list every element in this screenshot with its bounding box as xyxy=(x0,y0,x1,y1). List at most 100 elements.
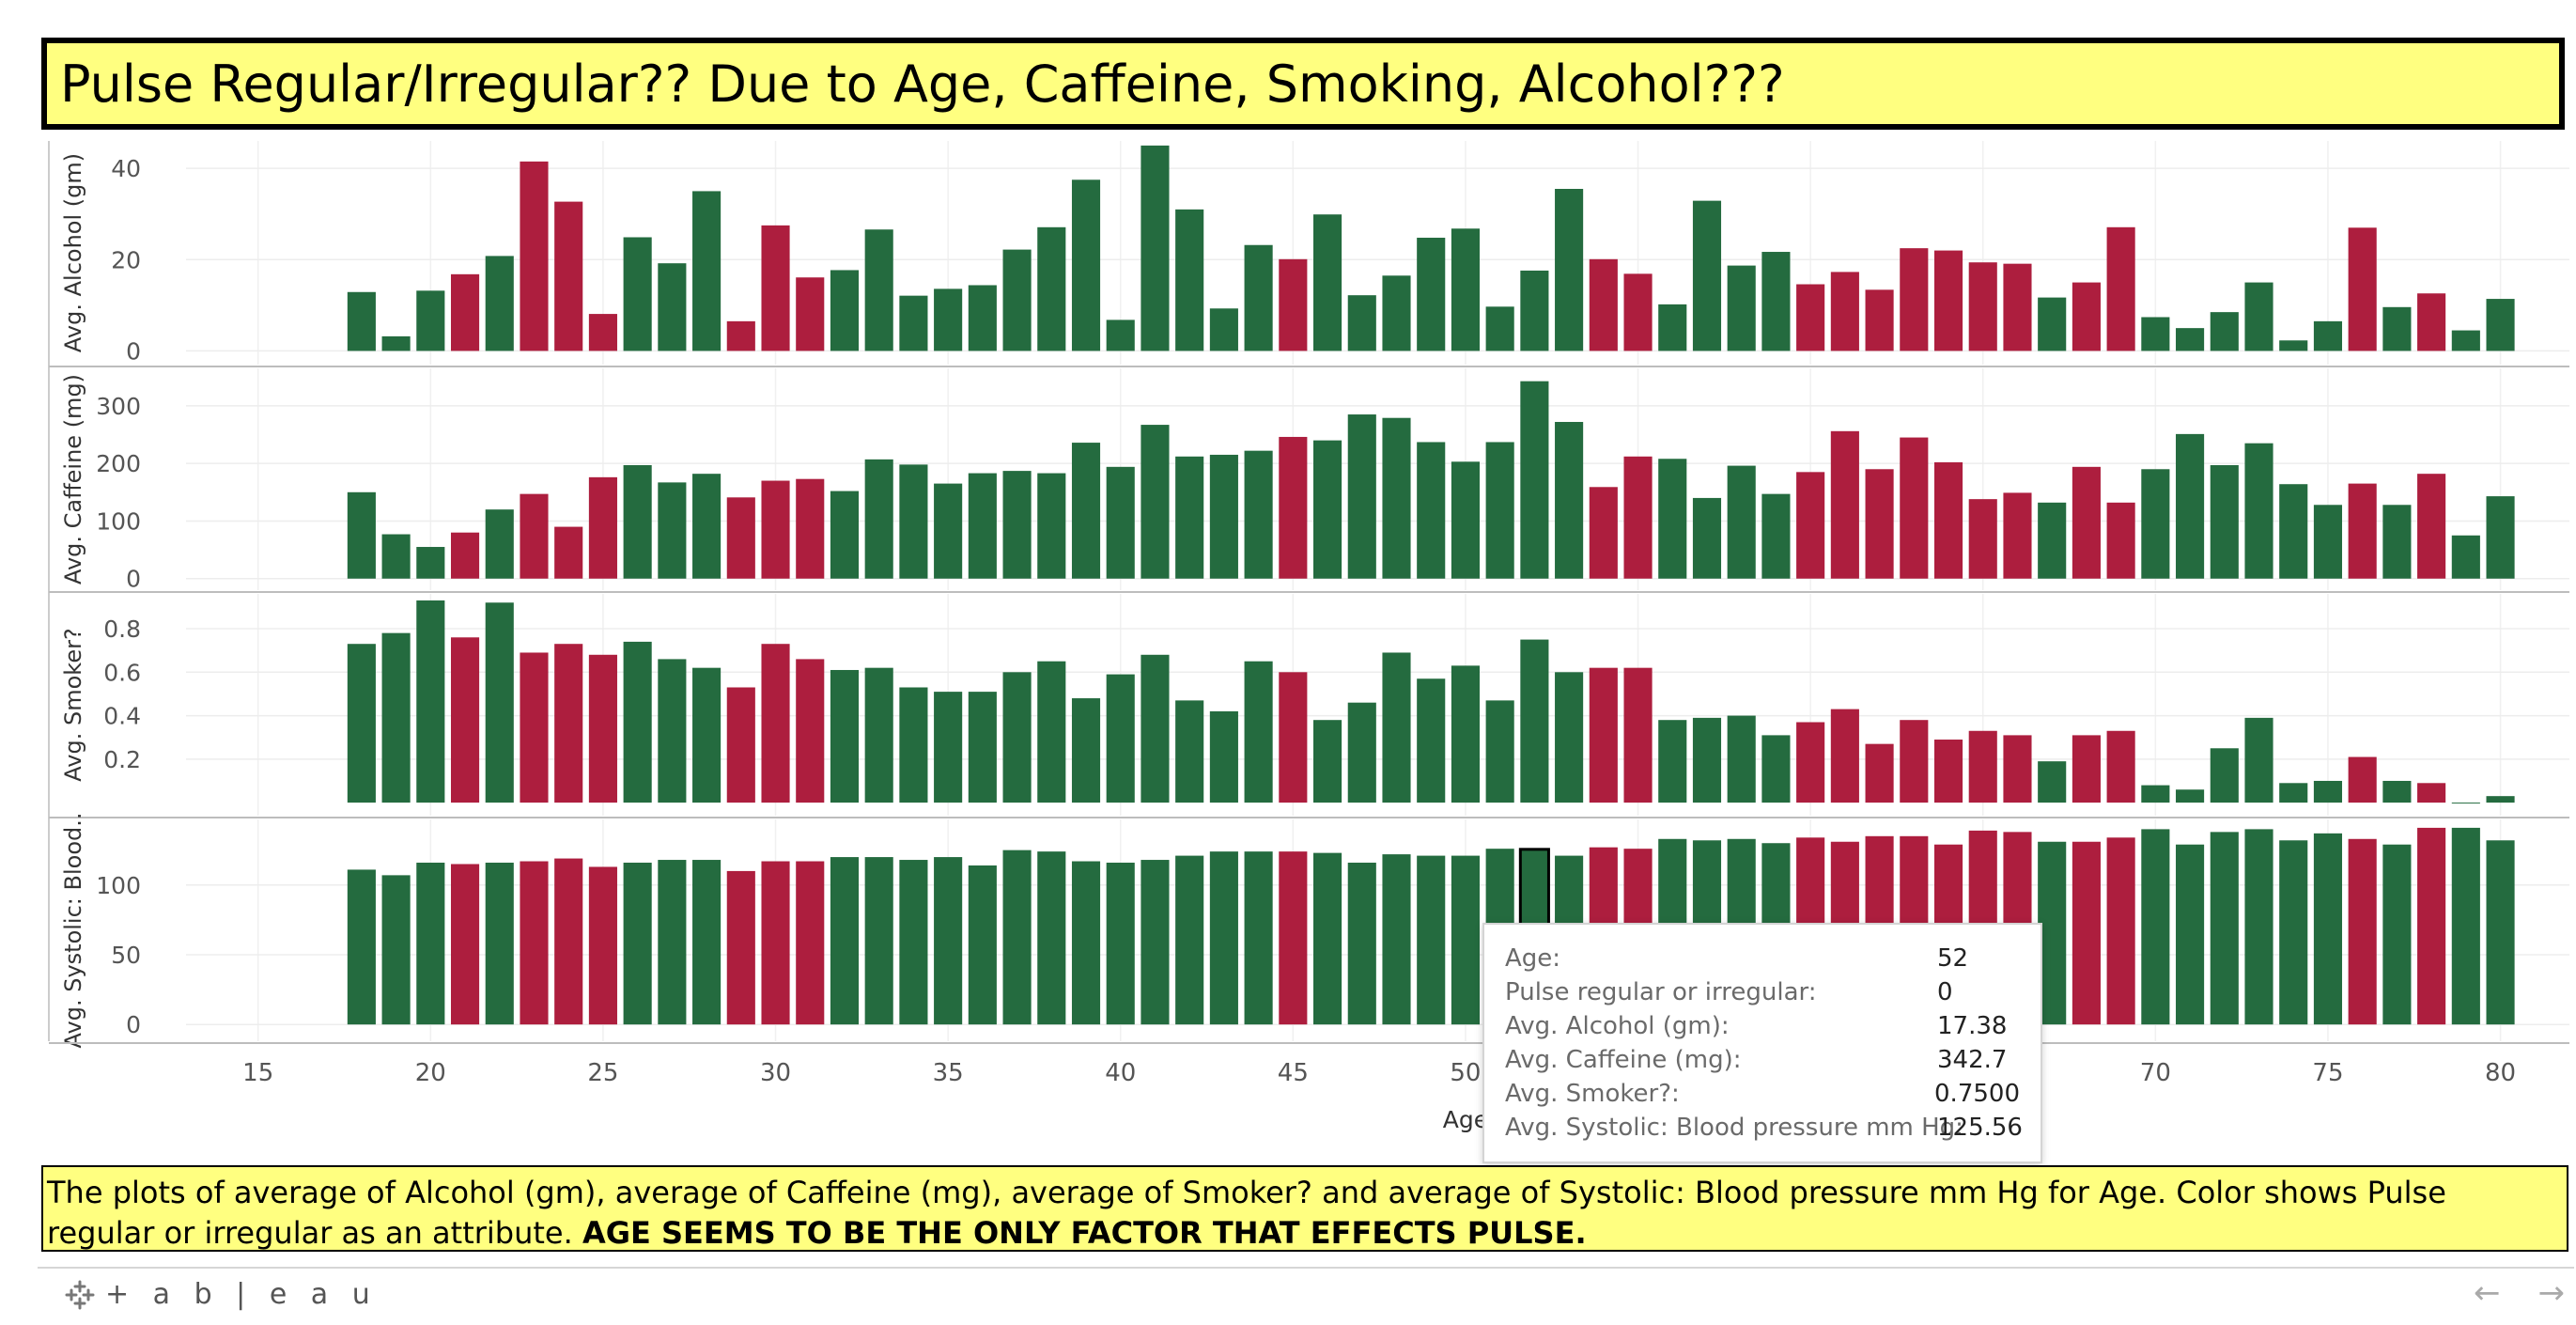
bar xyxy=(2072,466,2101,579)
bar xyxy=(1555,422,1584,579)
bar xyxy=(1417,855,1446,1025)
tooltip-label: Avg. Systolic: Blood pressure mm Hg: xyxy=(1505,1114,1963,1142)
bar xyxy=(2210,748,2239,803)
bar xyxy=(2106,502,2135,579)
bar xyxy=(2486,496,2515,579)
bar xyxy=(1485,306,1514,351)
bar xyxy=(1209,710,1238,803)
y-tick-label: 0 xyxy=(126,1011,141,1038)
y-tick-label: 0.8 xyxy=(103,616,141,643)
bar xyxy=(2486,796,2515,803)
bar xyxy=(1589,258,1618,351)
bar xyxy=(1106,674,1135,803)
bar xyxy=(2003,492,2032,579)
chart-panel-3: 0.2 0.4 0.6 0.8 Avg. Smoker? xyxy=(49,594,2569,818)
bar xyxy=(1589,487,1618,579)
bar xyxy=(864,229,893,351)
bar xyxy=(1141,425,1170,579)
bar xyxy=(1900,437,1929,579)
bar xyxy=(2141,829,2170,1025)
bar xyxy=(2451,330,2480,351)
bar xyxy=(726,870,755,1025)
bar xyxy=(1727,465,1756,579)
bar xyxy=(1555,672,1584,803)
bar xyxy=(1865,469,1894,579)
bar xyxy=(796,861,825,1025)
bar xyxy=(1141,860,1170,1025)
bar xyxy=(1933,250,1963,351)
bar xyxy=(2072,841,2101,1025)
bar xyxy=(761,480,790,579)
bar xyxy=(554,526,583,579)
bar xyxy=(1623,456,1653,579)
bar xyxy=(2417,474,2446,579)
forward-arrow-icon[interactable]: → xyxy=(2537,1274,2566,1312)
x-tick-label: 20 xyxy=(415,1059,446,1087)
bar xyxy=(726,687,755,803)
tooltip-label: Avg. Smoker?: xyxy=(1505,1080,1680,1108)
bar xyxy=(2210,832,2239,1025)
tableau-logo-text: + a b | e a u xyxy=(105,1278,378,1311)
bar xyxy=(2038,297,2067,351)
bar xyxy=(830,857,860,1025)
bar xyxy=(623,237,652,351)
bar xyxy=(450,637,480,803)
bar xyxy=(796,277,825,351)
bar xyxy=(1692,717,1722,803)
tooltip-value: 0 xyxy=(1937,978,1953,1006)
bar xyxy=(520,861,549,1025)
y-tick-label: 50 xyxy=(111,942,141,969)
bar xyxy=(934,692,963,803)
bar xyxy=(1347,702,1376,803)
bar xyxy=(1485,442,1514,579)
bar xyxy=(1279,851,1308,1025)
bar xyxy=(588,314,617,351)
bar xyxy=(2279,340,2308,351)
bar xyxy=(2313,505,2343,579)
y-tick-label: 40 xyxy=(111,155,141,182)
bar xyxy=(796,478,825,579)
bar xyxy=(1589,667,1618,803)
tooltip-row: Avg. Alcohol (gm): 17.38 xyxy=(1505,1009,2020,1043)
bar xyxy=(1071,443,1101,579)
bar xyxy=(2176,433,2205,579)
y-axis-label: Avg. Caffeine (mg) xyxy=(60,374,86,585)
bar xyxy=(658,860,687,1025)
bar xyxy=(347,869,376,1025)
tableau-logo[interactable]: + a b | e a u xyxy=(64,1278,378,1311)
bar xyxy=(1830,709,1859,803)
tooltip-row: Avg. Caffeine (mg): 342.7 xyxy=(1505,1043,2020,1077)
bar xyxy=(1382,275,1411,351)
bar xyxy=(1279,436,1308,579)
bar xyxy=(761,644,790,803)
bar xyxy=(2141,785,2170,803)
x-tick-label: 25 xyxy=(587,1059,618,1087)
bar xyxy=(2417,293,2446,351)
bar xyxy=(381,534,411,579)
bar xyxy=(1658,304,1687,351)
bar xyxy=(2279,783,2308,803)
bar xyxy=(416,290,445,351)
bar xyxy=(2382,306,2412,351)
tooltip-row: Pulse regular or irregular: 0 xyxy=(1505,975,2020,1009)
bar xyxy=(726,320,755,351)
x-axis-label: Age xyxy=(1443,1106,1488,1133)
tooltip-label: Pulse regular or irregular: xyxy=(1505,978,1817,1006)
y-tick-label: 200 xyxy=(96,450,141,477)
caption-box: The plots of average of Alcohol (gm), av… xyxy=(41,1165,2568,1252)
bar xyxy=(1106,320,1135,351)
x-axis: 1520253035404550556065707580Age xyxy=(242,1059,2516,1133)
bar xyxy=(1485,700,1514,803)
back-arrow-icon[interactable]: ← xyxy=(2474,1274,2501,1312)
x-tick-label: 40 xyxy=(1105,1059,1136,1087)
dashboard-title-text: Pulse Regular/Irregular?? Due to Age, Ca… xyxy=(60,54,1785,114)
bar xyxy=(554,644,583,803)
bar xyxy=(1037,473,1066,579)
y-axis-label: Avg. Systolic: Blood.. xyxy=(60,813,86,1049)
bar xyxy=(2244,282,2273,351)
tooltip-label: Avg. Alcohol (gm): xyxy=(1505,1012,1730,1040)
bar xyxy=(1244,244,1273,351)
bar xyxy=(1209,851,1238,1025)
bar xyxy=(1761,735,1791,803)
x-tick-label: 45 xyxy=(1278,1059,1309,1087)
